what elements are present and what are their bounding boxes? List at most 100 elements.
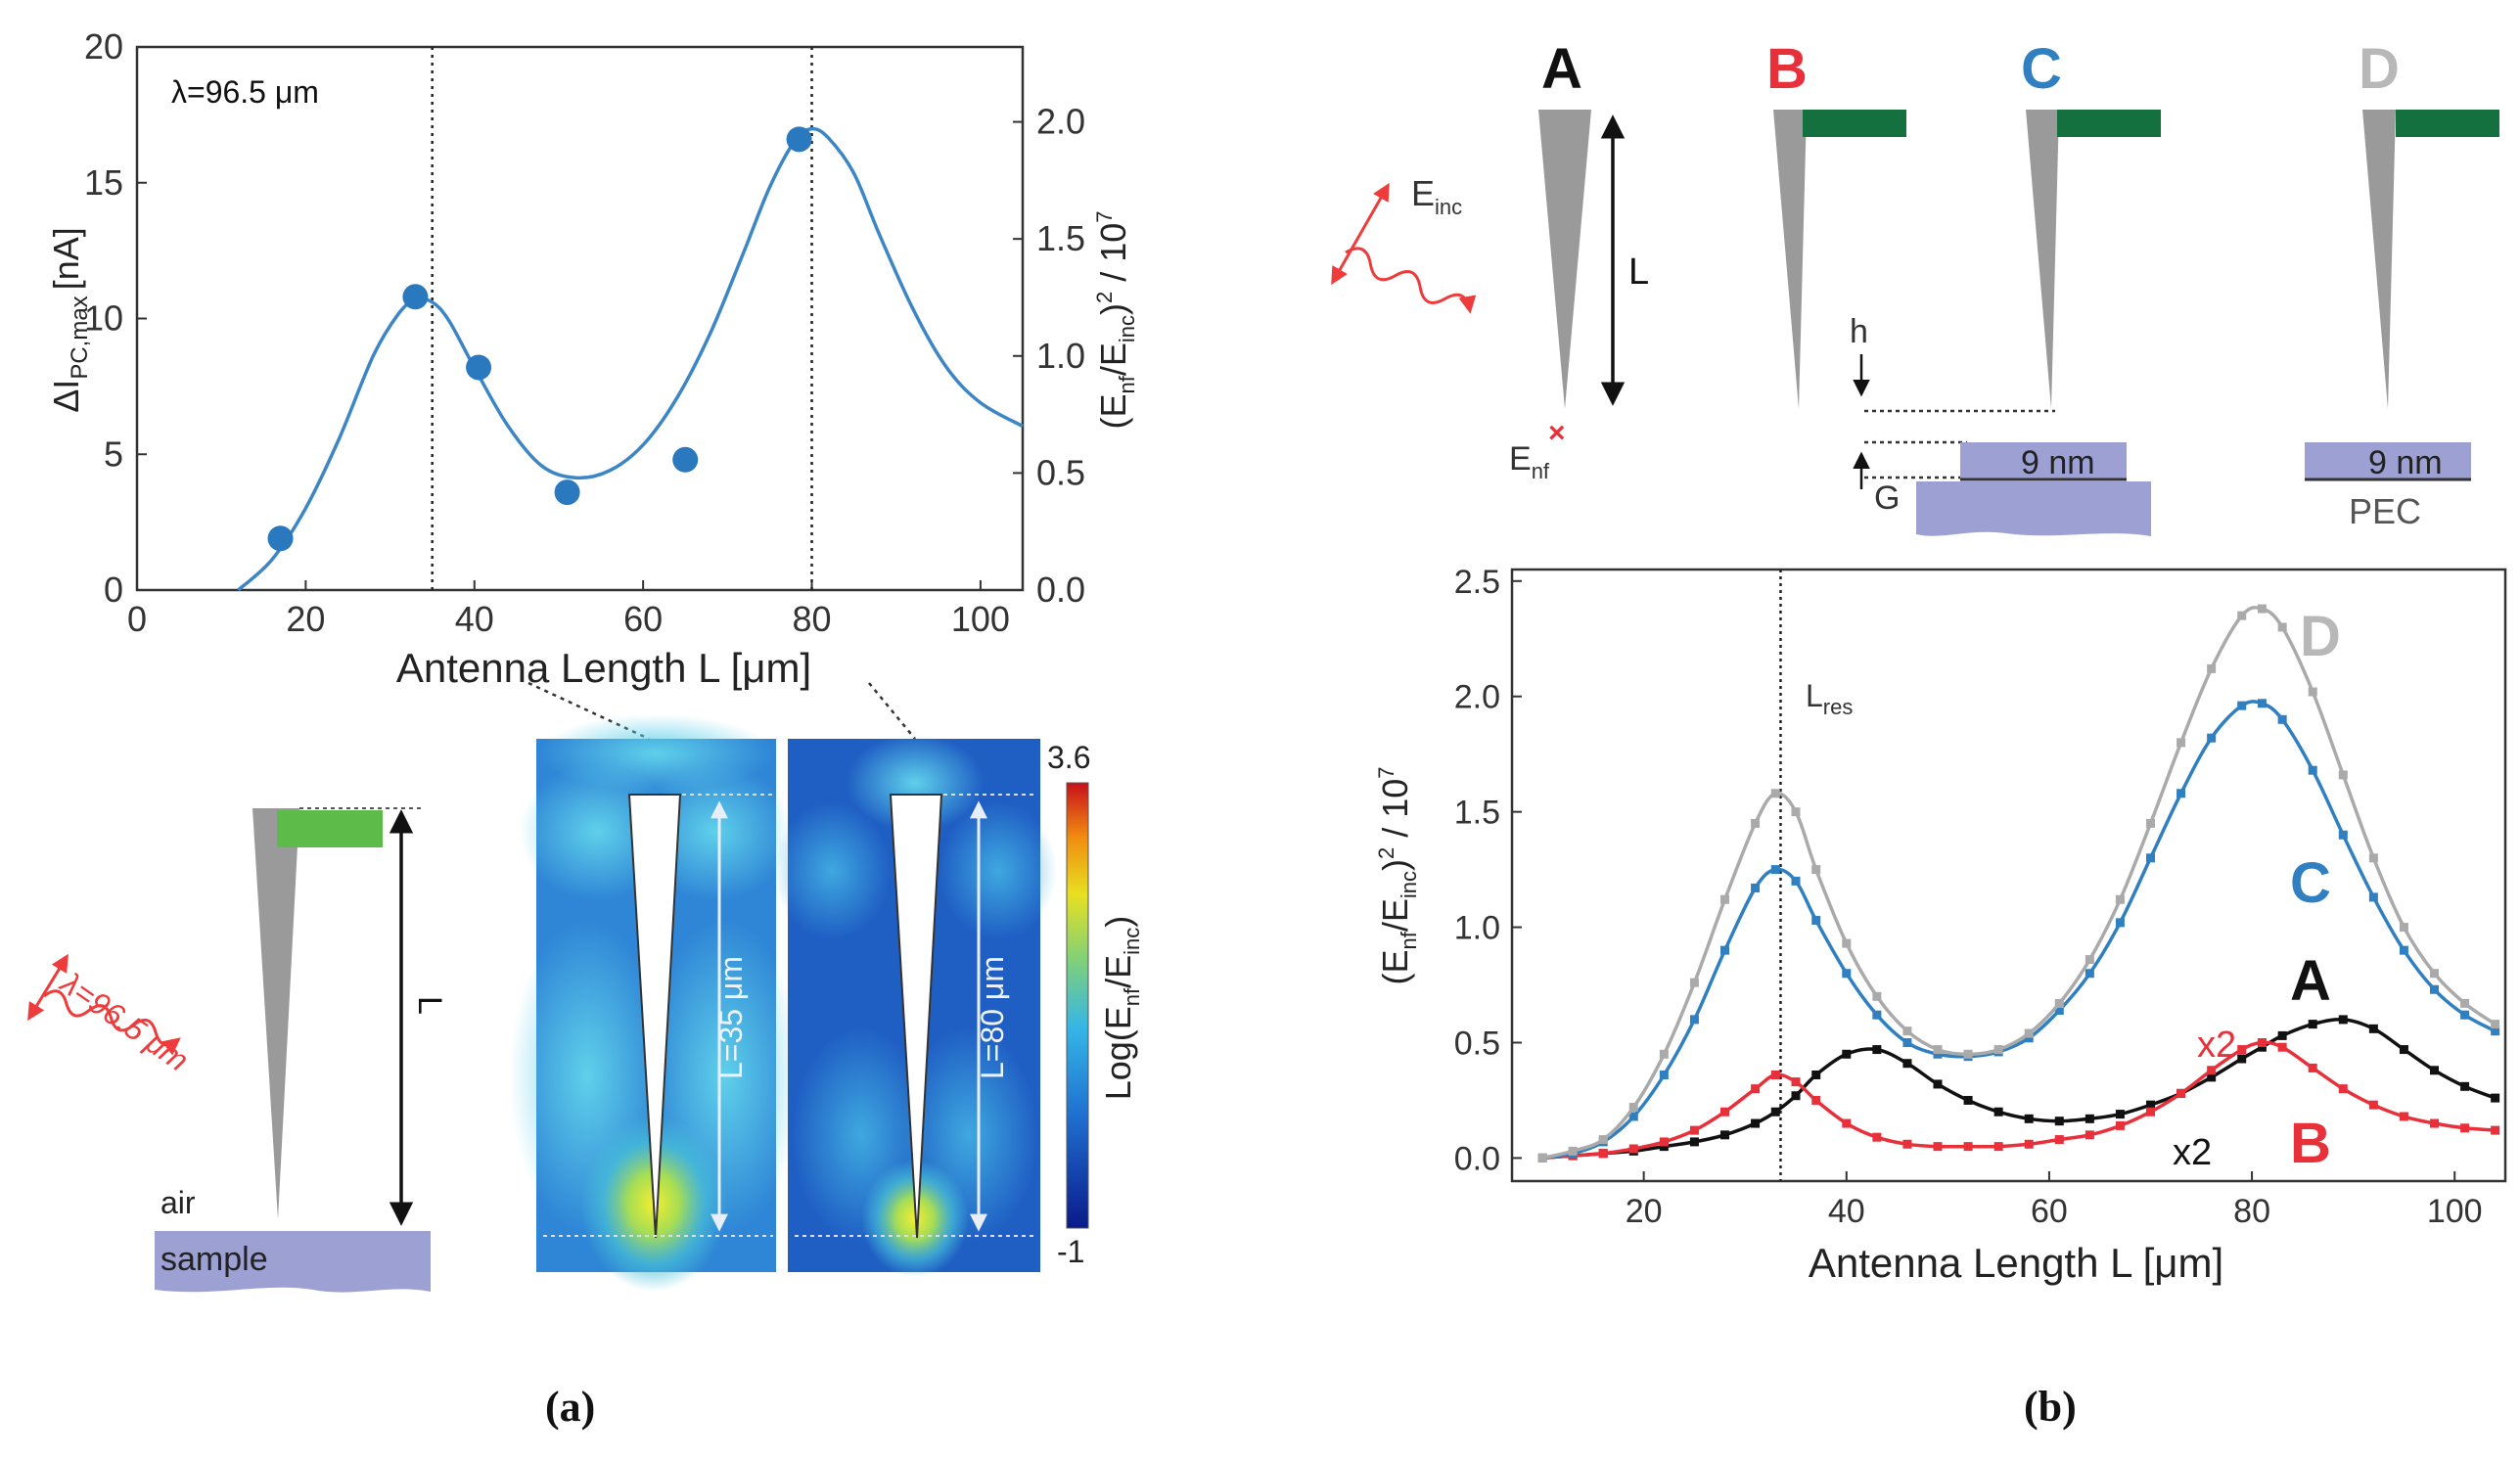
field-map-80: L=80 μm <box>773 734 1057 1277</box>
panel-a-y2-ticks: 0.0 0.5 1.0 1.5 2.0 <box>1013 102 1085 610</box>
b-point-b <box>2460 1123 2470 1133</box>
field-map-35-antenna <box>627 794 682 1239</box>
b-point-c <box>2338 830 2348 840</box>
b-point-a <box>2237 1054 2247 1064</box>
panel-b-plot-frame <box>1510 568 2507 1183</box>
b-point-d <box>1628 1103 1638 1113</box>
a-x-tick-label: 60 <box>623 599 663 639</box>
b-point-d <box>2308 687 2317 697</box>
panel-a-marks <box>237 126 1024 592</box>
b-point-c <box>1872 1010 1882 1020</box>
b-point-c <box>2085 969 2094 979</box>
panel-a-y2-axis-label: (Enf/Einc)2 / 107 <box>1092 210 1139 429</box>
b-point-a <box>2460 1081 2470 1091</box>
b-point-b <box>1811 1095 1821 1105</box>
b-point-c <box>2024 1033 2034 1043</box>
a-y-tick-label: 10 <box>84 298 123 339</box>
b-point-c <box>2277 714 2287 724</box>
panel-b-y-ticks: 0.0 0.5 1.0 1.5 2.0 2.5 <box>1454 564 1522 1177</box>
b-point-a <box>1770 1107 1780 1117</box>
series-b-scale-tag: x2 <box>2197 1025 2236 1066</box>
polarization-arrow <box>27 953 69 1022</box>
b-point-d <box>2237 611 2247 620</box>
series-a-scale-tag: x2 <box>2173 1132 2212 1173</box>
b-point-a <box>1751 1118 1761 1128</box>
b-point-b <box>2491 1125 2500 1135</box>
panel-b-caption: (b) <box>2024 1383 2077 1431</box>
b-point-b <box>2237 1045 2247 1055</box>
a-y2-tick-label: 0.5 <box>1036 452 1085 492</box>
pec-label: PEC <box>2349 491 2421 531</box>
schematic-wavelength-label: λ=96.5 μm <box>53 964 195 1078</box>
b-point-d <box>1770 789 1780 798</box>
b-point-b <box>1628 1144 1638 1154</box>
b-point-d <box>1811 865 1821 875</box>
b-point-d <box>2491 1020 2500 1029</box>
length-label: L <box>411 996 448 1015</box>
b-point-c <box>2207 733 2217 743</box>
panel-b-x-axis-label: Antenna Length L [μm] <box>1809 1240 2223 1286</box>
b-x-tick-label: 40 <box>1828 1193 1865 1230</box>
b-point-a <box>2024 1114 2034 1123</box>
b-point-a <box>1963 1095 1973 1105</box>
field-map-80-antenna <box>889 794 943 1239</box>
tip-b-pad <box>1803 110 1906 137</box>
series-label-b: B <box>2290 1112 2331 1175</box>
b-point-a <box>1933 1079 1943 1089</box>
panel-a-wavelength-annotation: λ=96.5 μm <box>171 74 319 110</box>
b-point-b <box>2054 1135 2064 1145</box>
b-point-d <box>1598 1135 1608 1145</box>
b-point-c <box>1628 1112 1638 1121</box>
colorbar-gradient <box>1066 782 1089 1229</box>
tip-b <box>1773 110 1807 409</box>
panel-a-x-ticks: 0 20 40 60 80 100 <box>127 580 1010 639</box>
b-point-c <box>2368 892 2378 902</box>
colorbar-axis-label: Log(Enf/Einc) <box>1098 916 1144 1101</box>
a-data-point <box>267 525 294 552</box>
b-point-b <box>2085 1130 2094 1140</box>
b-point-b <box>2176 1088 2186 1098</box>
colorbar-min-label: -1 <box>1057 1234 1084 1269</box>
b-point-c <box>2430 984 2439 994</box>
e-nf-label: Enf <box>1509 440 1550 483</box>
b-x-tick-label: 60 <box>2031 1193 2068 1230</box>
tip-d <box>2362 110 2396 409</box>
b-point-d <box>2460 998 2470 1008</box>
b-point-a <box>1993 1107 2003 1117</box>
b-point-c <box>1751 883 1761 892</box>
b-x-tick-label: 20 <box>1626 1193 1663 1230</box>
b-point-b <box>2207 1066 2217 1075</box>
b-point-a <box>1720 1130 1729 1140</box>
b-point-d <box>1659 1049 1669 1059</box>
colorbar-max-label: 3.6 <box>1047 740 1090 775</box>
b-point-d <box>1689 978 1699 987</box>
b-incident-wave <box>1345 247 1477 314</box>
b-point-d <box>1993 1045 2003 1055</box>
tip-c <box>2026 110 2059 409</box>
b-point-c <box>1933 1049 1943 1059</box>
a-y-tick-label: 5 <box>104 433 123 474</box>
b-point-d <box>1720 894 1729 904</box>
b-point-a <box>2277 1030 2287 1040</box>
b-point-b <box>1791 1077 1801 1087</box>
b-point-b <box>2115 1120 2125 1130</box>
panel-a-plot-frame <box>135 45 1025 592</box>
e-nf-marker: × <box>1548 417 1566 449</box>
b-point-b <box>2257 1037 2267 1047</box>
b-y-tick-label: 0.0 <box>1454 1140 1500 1177</box>
b-point-d <box>2115 894 2125 904</box>
a-data-point <box>786 126 812 153</box>
a-data-point <box>554 479 580 506</box>
b-point-b <box>2368 1100 2378 1110</box>
b-point-a <box>2085 1114 2094 1123</box>
b-point-d <box>2146 818 2155 828</box>
b-point-d <box>2368 853 2378 863</box>
a-x-tick-label: 100 <box>951 599 1010 639</box>
b-point-d <box>1537 1153 1547 1163</box>
b-point-d <box>1751 818 1761 828</box>
b-point-c <box>2054 1005 2064 1015</box>
a-y-tick-label: 0 <box>104 570 123 610</box>
a-y2-tick-label: 1.5 <box>1036 218 1085 258</box>
air-label: air <box>160 1185 196 1220</box>
